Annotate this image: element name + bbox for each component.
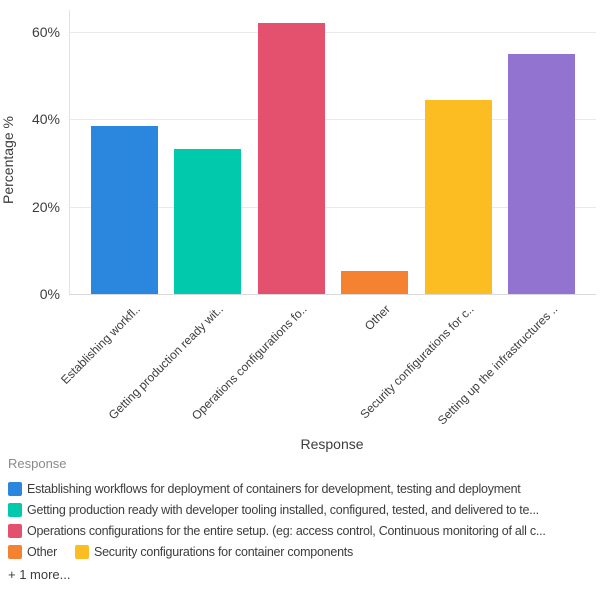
legend-swatch bbox=[8, 503, 22, 517]
legend-item-2[interactable]: Getting production ready with developer … bbox=[8, 503, 539, 517]
legend-item-4[interactable]: Other bbox=[8, 545, 57, 559]
y-axis-title: Percentage % bbox=[0, 116, 16, 204]
legend-item-1[interactable]: Establishing workflows for deployment of… bbox=[8, 482, 521, 496]
bar-1[interactable] bbox=[90, 125, 158, 294]
plot-area bbox=[69, 10, 596, 295]
legend-swatch bbox=[8, 545, 22, 559]
legend-swatch bbox=[8, 524, 22, 538]
y-tick-label: 20% bbox=[31, 198, 60, 215]
y-tick-label: 60% bbox=[31, 23, 60, 40]
bar-chart: Percentage % 0% 20% 40% 60% Establishing wo… bbox=[0, 10, 596, 452]
legend-title: Response bbox=[8, 456, 67, 471]
gridline bbox=[70, 31, 596, 33]
gridline bbox=[70, 206, 596, 208]
bar-2[interactable] bbox=[174, 148, 241, 294]
legend-swatch bbox=[75, 545, 90, 559]
legend-item-label: Security configurations for container co… bbox=[94, 545, 353, 559]
legend-swatch bbox=[8, 482, 22, 496]
y-tick-label: 40% bbox=[31, 111, 60, 128]
bar-6[interactable] bbox=[508, 54, 575, 294]
x-tick-label: Establishing workfl.. bbox=[58, 302, 143, 387]
gridline bbox=[70, 119, 596, 121]
x-axis-title: Response bbox=[300, 436, 364, 452]
bar-5[interactable] bbox=[424, 100, 492, 294]
legend-item-label: Establishing workflows for deployment of… bbox=[27, 482, 521, 496]
legend-item-label: Getting production ready with developer … bbox=[27, 503, 539, 517]
legend-item-label: Other bbox=[27, 545, 58, 559]
legend-item-3[interactable]: Operations configurations for the entire… bbox=[8, 524, 546, 538]
legend-item-label: Operations configurations for the entire… bbox=[27, 524, 546, 538]
bar-3[interactable] bbox=[257, 22, 325, 294]
x-tick-label: Other bbox=[362, 302, 394, 334]
bar-4[interactable] bbox=[341, 271, 408, 294]
legend-more-link[interactable]: + 1 more... bbox=[8, 567, 71, 582]
legend-item-5[interactable]: Security configurations for container co… bbox=[75, 545, 353, 559]
legend: Response Establishing workflows for depl… bbox=[8, 456, 594, 582]
legend-rows: Establishing workflows for deployment of… bbox=[8, 482, 594, 559]
y-tick-label: 0% bbox=[39, 286, 60, 302]
